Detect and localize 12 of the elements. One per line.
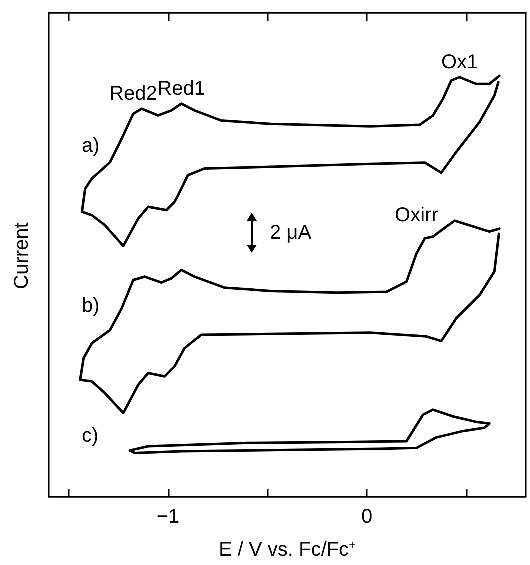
x-tick-label: 0 bbox=[361, 506, 373, 528]
x-tick-label: −1 bbox=[156, 506, 180, 528]
annotation: Red1 bbox=[158, 78, 206, 100]
annotation: Oxirr bbox=[395, 204, 439, 227]
y-axis-title: Current bbox=[11, 222, 33, 290]
series-label: b) bbox=[82, 294, 100, 317]
annotation: Red2 bbox=[110, 82, 158, 105]
series-label: a) bbox=[82, 135, 100, 158]
series-label: c) bbox=[82, 425, 99, 448]
annotation: 2 μA bbox=[270, 222, 312, 244]
x-axis-title: E / V vs. Fc/Fc+ bbox=[218, 538, 356, 561]
annotation: Ox1 bbox=[441, 51, 478, 74]
